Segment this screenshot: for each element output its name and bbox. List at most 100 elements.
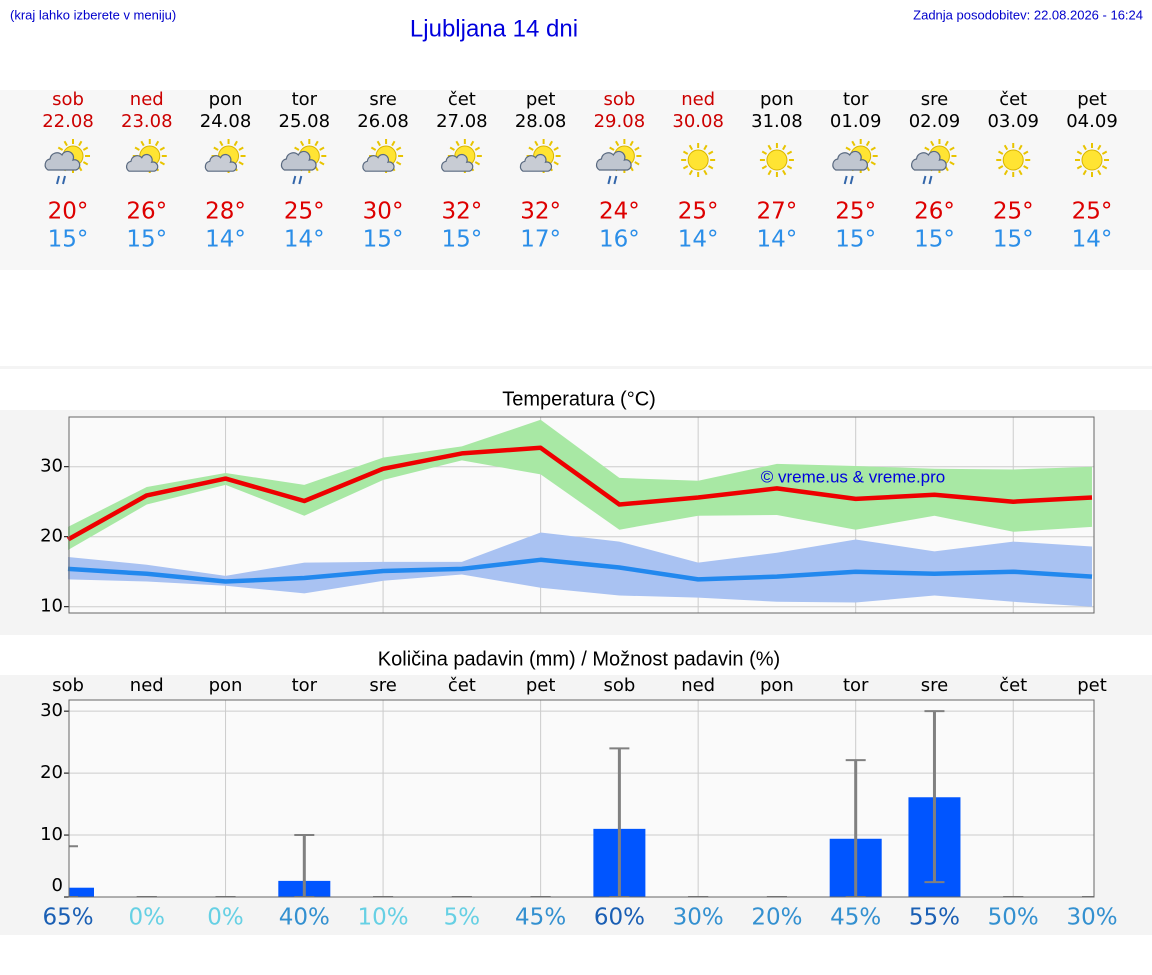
min-temp: 15°	[914, 227, 955, 253]
page-title: Ljubljana 14 dni	[410, 15, 578, 42]
day-name: sre	[921, 89, 948, 110]
sun-ray	[134, 146, 140, 151]
x-tick-label: ned	[130, 675, 164, 696]
probability-label: 10%	[358, 905, 409, 931]
sun-ray	[299, 140, 305, 147]
day-date: 03.09	[987, 111, 1039, 132]
sun-ray	[998, 150, 1004, 155]
sun-ray	[78, 140, 83, 147]
error-bar	[609, 747, 630, 897]
cloud	[204, 153, 238, 172]
probability-label: 30%	[673, 905, 724, 931]
sun-ray	[474, 146, 481, 151]
sun-ray	[688, 169, 694, 176]
sun-ray	[1082, 169, 1087, 176]
probability-label: 30%	[1066, 905, 1117, 931]
sun-ray	[782, 169, 787, 176]
sun-ray	[391, 140, 396, 147]
sun-ray	[455, 140, 460, 147]
min-temp: 14°	[757, 227, 798, 253]
sun-ray	[761, 165, 768, 170]
min-temp: 15°	[48, 227, 89, 253]
forecast-band	[0, 90, 1152, 270]
sun-ray	[1076, 165, 1083, 170]
sun-ray	[703, 169, 708, 176]
weather-icon	[44, 139, 90, 185]
sun-ray	[57, 146, 64, 151]
sun-ray	[238, 146, 244, 151]
sun-ray	[1097, 144, 1102, 151]
day-name: sre	[369, 89, 396, 110]
sun-ray	[786, 165, 793, 170]
sun-ray	[944, 140, 949, 147]
x-tick-label: sob	[52, 675, 84, 696]
sun-ray	[845, 146, 851, 151]
sun-ray	[159, 146, 165, 151]
y-tick-label: 30	[40, 456, 63, 477]
probability-label: 0%	[129, 905, 166, 931]
max-temp: 24°	[599, 199, 640, 225]
weather-icon	[911, 139, 957, 185]
sun-ray	[1018, 169, 1023, 176]
probability-label: 65%	[42, 905, 93, 931]
sun-ray	[949, 161, 955, 166]
day-name: pon	[760, 89, 794, 110]
day-name: pon	[209, 89, 243, 110]
sun-ray	[786, 150, 793, 155]
weather-icon	[441, 139, 482, 173]
sun-ray	[238, 161, 244, 166]
probability-label: 55%	[909, 905, 960, 931]
min-temp: 15°	[441, 227, 482, 253]
range-band	[68, 532, 1092, 607]
x-tick-label: sob	[603, 675, 635, 696]
sun-ray	[449, 146, 455, 151]
x-tick-label: ned	[681, 675, 715, 696]
cloud	[832, 150, 868, 171]
rain-drop	[849, 175, 854, 185]
sun-disc	[687, 149, 709, 171]
day-name: pet	[1077, 89, 1107, 110]
day-date: 31.08	[751, 111, 803, 132]
sun-ray	[930, 140, 935, 147]
probability-label: 40%	[279, 905, 330, 931]
x-tick-label: sre	[921, 675, 948, 696]
max-temp: 30°	[363, 199, 404, 225]
sun-ray	[159, 161, 165, 166]
error-bar	[845, 759, 866, 897]
sun-ray	[213, 146, 219, 151]
error-bar	[294, 834, 315, 897]
cloud	[441, 153, 474, 172]
day-date: 28.08	[515, 111, 567, 132]
sun-ray	[1018, 144, 1023, 151]
temp-line	[67, 557, 1093, 584]
sun-ray	[376, 140, 381, 147]
day-date: 01.09	[830, 111, 882, 132]
sun-ray	[1003, 144, 1009, 151]
day-date: 27.08	[436, 111, 488, 132]
day-date: 30.08	[672, 111, 724, 132]
sun-ray	[154, 140, 160, 147]
day-name: čet	[999, 89, 1027, 110]
x-tick-label: pon	[209, 675, 243, 696]
sun-ray	[615, 140, 620, 147]
plot-frame	[68, 416, 1095, 614]
sun-ray	[870, 146, 876, 151]
max-temp: 28°	[205, 199, 246, 225]
sun-ray	[949, 146, 955, 151]
day-name: pet	[526, 89, 556, 110]
cloud	[362, 153, 395, 172]
y-tick-label: 10	[40, 824, 63, 845]
max-temp: 20°	[48, 199, 89, 225]
sun-ray	[767, 169, 772, 176]
sun-ray	[708, 165, 714, 170]
probability-label: 0%	[207, 905, 244, 931]
y-tick-label: 20	[40, 762, 63, 783]
x-tick-label: tor	[292, 675, 318, 696]
sun-ray	[634, 161, 640, 166]
day-name: tor	[843, 89, 869, 110]
weather-icon	[832, 139, 878, 185]
max-temp: 32°	[441, 199, 482, 225]
plot-frame	[68, 699, 1095, 898]
